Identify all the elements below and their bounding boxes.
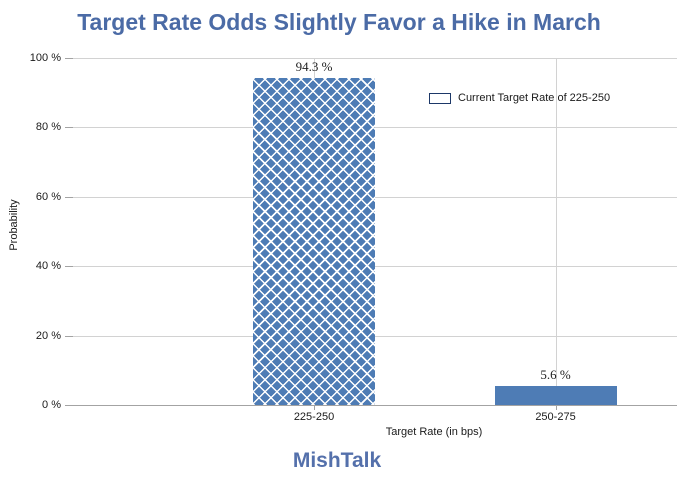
- x-tick-mark: [314, 405, 315, 410]
- category-gridline: [556, 58, 557, 405]
- chart-title: Target Rate Odds Slightly Favor a Hike i…: [77, 9, 601, 35]
- y-tick-mark: [65, 197, 73, 198]
- y-gridline: [65, 58, 677, 59]
- x-axis-line: [65, 405, 677, 406]
- x-tick-label: 225-250: [293, 411, 335, 423]
- y-tick-label: 20 %: [35, 330, 61, 342]
- y-tick-label: 60 %: [35, 191, 61, 203]
- y-tick-mark: [65, 58, 73, 59]
- x-tick-label: 250-275: [535, 411, 576, 423]
- x-tick-mark: [556, 405, 557, 410]
- bar-250-275: [495, 385, 617, 405]
- y-tick-mark: [65, 336, 73, 337]
- y-tick-label: 0 %: [42, 399, 61, 411]
- legend-label: Current Target Rate of 225-250: [458, 92, 611, 104]
- legend-swatch-crosshatch-icon: [429, 92, 451, 104]
- y-tick-label: 100 %: [29, 52, 61, 64]
- y-tick-label: 40 %: [35, 260, 61, 272]
- bar-value-label: 5.6 %: [540, 366, 571, 382]
- legend: Current Target Rate of 225-250: [429, 92, 610, 104]
- bar-value-label: 94.3 %: [295, 58, 333, 74]
- y-tick-mark: [65, 127, 73, 128]
- y-tick-mark: [65, 405, 73, 406]
- x-axis-title: Target Rate (in bps): [385, 426, 483, 438]
- y-tick-mark: [65, 266, 73, 267]
- footer-brand: MishTalk: [292, 449, 382, 472]
- y-axis-title: Probability: [8, 199, 20, 251]
- y-tick-label: 80 %: [35, 121, 61, 133]
- bar-225-250: [253, 77, 375, 405]
